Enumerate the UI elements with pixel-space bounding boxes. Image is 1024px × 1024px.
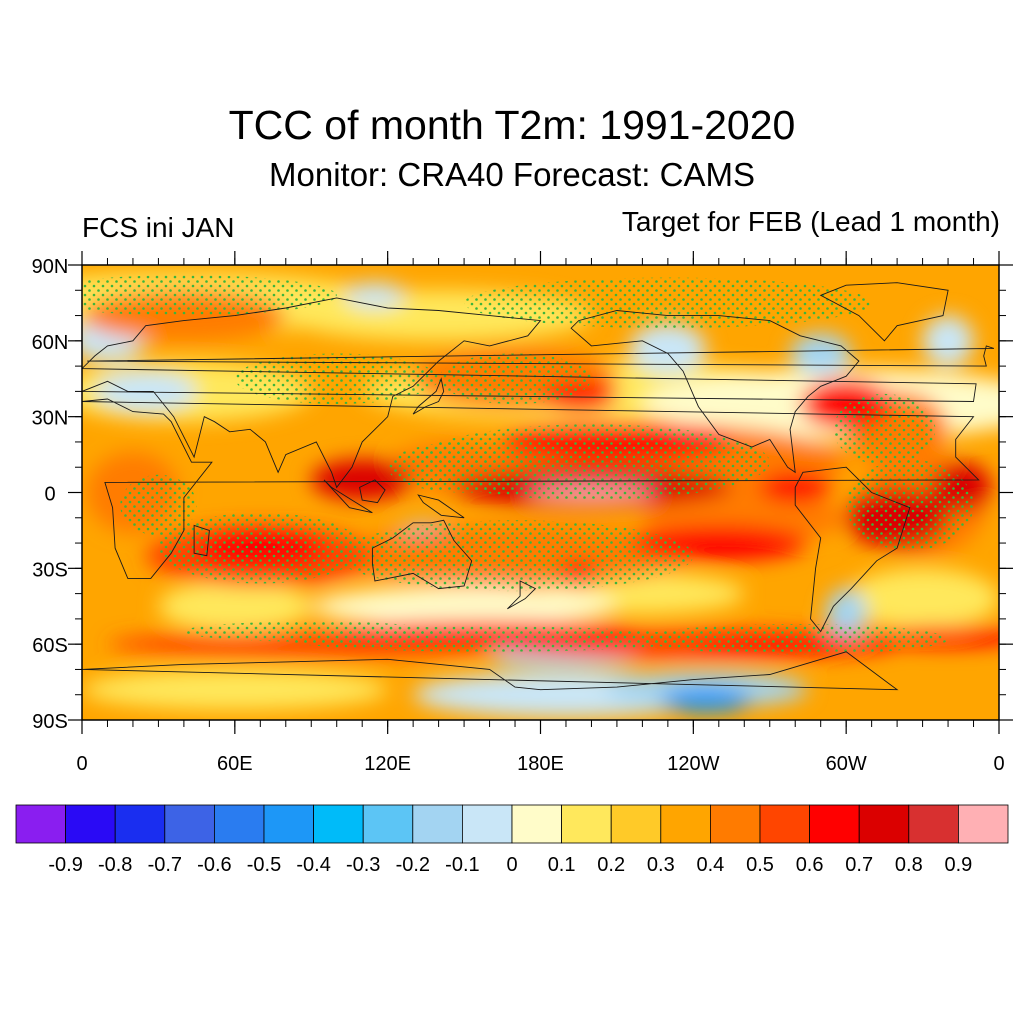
x-tick-label: 180E bbox=[517, 753, 564, 775]
colorbar-label: 0.3 bbox=[647, 854, 675, 876]
colorbar-swatch bbox=[313, 804, 364, 844]
colorbar-swatch bbox=[809, 804, 860, 844]
x-tick-label: 0 bbox=[993, 753, 1004, 775]
coastline bbox=[82, 398, 980, 579]
coastline bbox=[417, 494, 465, 519]
colorbar-swatch bbox=[759, 804, 810, 844]
x-tick-label: 0 bbox=[76, 753, 87, 775]
colorbar-swatch bbox=[908, 804, 959, 844]
colorbar-label: -0.7 bbox=[148, 854, 182, 876]
y-axis: 90N 60N 30N 0 30S 60S 90S bbox=[32, 256, 1013, 733]
colorbar-swatch bbox=[65, 804, 116, 844]
field-blob bbox=[82, 669, 388, 710]
colorbar-label: 0.7 bbox=[845, 854, 873, 876]
x-tick-label: 120E bbox=[364, 753, 411, 775]
chart-title: TCC of month T2m: 1991-2020 bbox=[228, 102, 796, 148]
colorbar-swatch bbox=[958, 804, 1009, 844]
colorbar-label: 0.8 bbox=[895, 854, 923, 876]
colorbar-label: -0.1 bbox=[445, 854, 479, 876]
significance-region bbox=[387, 441, 541, 493]
colorbar-label: 0.5 bbox=[746, 854, 774, 876]
colorbar-swatch bbox=[263, 804, 314, 844]
field-blob bbox=[311, 459, 414, 501]
colorbar-label: 0.6 bbox=[796, 854, 824, 876]
colorbar-swatch bbox=[362, 804, 414, 844]
colorbar-swatch bbox=[15, 804, 66, 844]
colorbar-swatch bbox=[461, 804, 513, 844]
colorbar-label: 0 bbox=[506, 854, 517, 876]
colorbar-label: 0.1 bbox=[548, 854, 576, 876]
y-tick-label: 90N bbox=[32, 256, 69, 278]
field-blob bbox=[922, 315, 974, 367]
colorbar-swatch bbox=[610, 804, 662, 844]
significance-region bbox=[833, 393, 936, 465]
y-tick-label: 60N bbox=[32, 332, 69, 354]
significance-dots bbox=[82, 275, 974, 655]
coastline bbox=[570, 310, 860, 474]
significance-region bbox=[183, 621, 439, 642]
y-tick-label: 0 bbox=[44, 484, 55, 506]
significance-region bbox=[438, 353, 592, 405]
colorbar-label: 0.4 bbox=[696, 854, 724, 876]
x-tick-label: 60W bbox=[826, 753, 867, 775]
colorbar-swatch bbox=[858, 804, 910, 844]
colorbar-label: -0.4 bbox=[296, 854, 330, 876]
colorbar-label: -0.5 bbox=[247, 854, 281, 876]
coastline bbox=[82, 297, 977, 489]
significance-region bbox=[234, 353, 439, 405]
colorbar-swatch bbox=[660, 804, 711, 844]
field-blob bbox=[344, 282, 406, 308]
colorbar-label: -0.8 bbox=[98, 854, 132, 876]
colorbar-swatch bbox=[710, 804, 761, 844]
coastline bbox=[794, 466, 911, 633]
field-blob bbox=[790, 333, 852, 374]
field-blob bbox=[311, 586, 617, 627]
y-tick-label: 90S bbox=[32, 711, 68, 733]
coastline bbox=[507, 580, 537, 610]
colorbar-swatch bbox=[213, 804, 265, 844]
coastlines bbox=[82, 282, 995, 691]
init-label: FCS ini JAN bbox=[82, 212, 235, 243]
x-axis: 0 60E 120E 180E 120W 60W 0 bbox=[76, 251, 1005, 775]
y-tick-label: 60S bbox=[32, 635, 68, 657]
y-tick-label: 30S bbox=[32, 559, 68, 581]
colorbar-label: -0.2 bbox=[396, 854, 430, 876]
target-label: Target for FEB (Lead 1 month) bbox=[621, 206, 1000, 237]
colorbar: -0.9 -0.8 -0.7 -0.6 -0.5 -0.4 -0.3 -0.2 -0.1 0 0.1… bbox=[15, 804, 1009, 876]
y-tick-label: 30N bbox=[32, 408, 69, 430]
colorbar-swatch bbox=[511, 804, 562, 844]
coastline bbox=[323, 479, 373, 514]
colorbar-label: 0.9 bbox=[944, 854, 972, 876]
significance-region bbox=[846, 459, 974, 551]
significance-region bbox=[336, 520, 694, 592]
coastline bbox=[412, 377, 445, 415]
colorbar-label: -0.6 bbox=[197, 854, 231, 876]
coastline bbox=[82, 651, 899, 691]
x-tick-label: 60E bbox=[217, 753, 253, 775]
significance-region bbox=[82, 275, 337, 316]
field-blob bbox=[846, 568, 999, 630]
significance-region bbox=[642, 623, 949, 655]
field-blob bbox=[158, 580, 312, 632]
significance-region bbox=[120, 474, 197, 536]
field-blob bbox=[660, 687, 752, 713]
colorbar-label: -0.3 bbox=[346, 854, 380, 876]
significance-region bbox=[464, 277, 872, 329]
colorbar-swatch bbox=[561, 804, 612, 844]
coastline bbox=[193, 524, 210, 557]
coastline bbox=[819, 282, 949, 342]
colorbar-label: 0.2 bbox=[597, 854, 625, 876]
colorbar-swatch bbox=[412, 804, 463, 844]
coastline bbox=[87, 345, 995, 367]
colorbar-label: -0.9 bbox=[48, 854, 82, 876]
field-blob bbox=[629, 323, 707, 374]
colorbar-swatch bbox=[114, 804, 166, 844]
x-tick-label: 120W bbox=[667, 753, 719, 775]
map-field bbox=[82, 265, 999, 720]
coastline bbox=[359, 479, 386, 504]
coastline bbox=[371, 519, 473, 590]
chart-subtitle: Monitor: CRA40 Forecast: CAMS bbox=[269, 156, 755, 193]
colorbar-swatch bbox=[164, 804, 215, 844]
